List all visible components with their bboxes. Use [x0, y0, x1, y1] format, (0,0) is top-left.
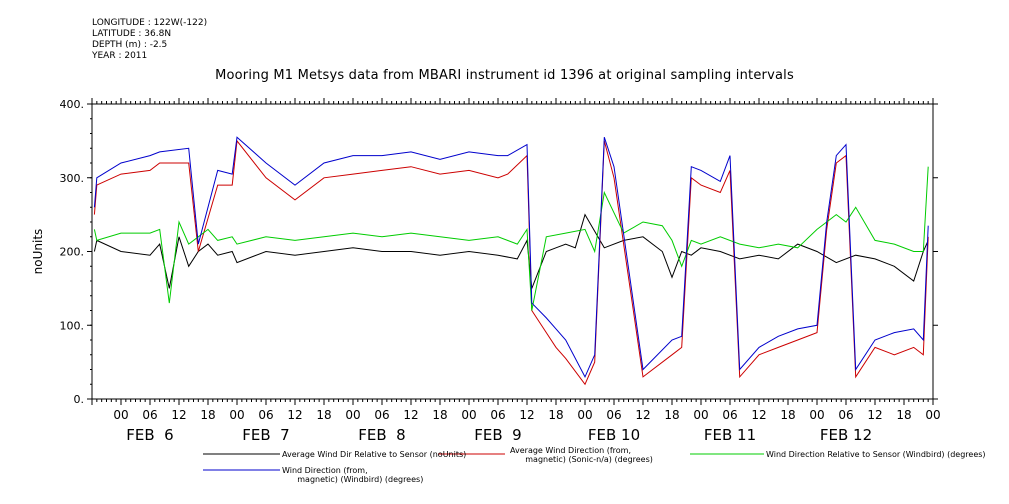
x-day-label: FEB 9: [474, 426, 521, 444]
y-axis-label: noUnits: [31, 229, 45, 275]
x-hour-label: 06: [838, 408, 853, 422]
longitude-label: LONGITUDE : 122W(-122): [92, 18, 208, 28]
x-hour-label: 00: [461, 408, 476, 422]
y-tick-label: 100.: [60, 319, 85, 332]
x-hour-label: 18: [200, 408, 215, 422]
x-hour-label: 12: [171, 408, 186, 422]
x-hour-label: 06: [606, 408, 621, 422]
plot-frame: [91, 103, 934, 400]
x-day-label: FEB 12: [820, 426, 872, 444]
x-day-label: FEB 11: [704, 426, 756, 444]
x-hour-label: 18: [896, 408, 911, 422]
x-hour-label: 18: [664, 408, 679, 422]
y-tick-label: 400.: [60, 98, 85, 111]
x-hour-label: 00: [113, 408, 128, 422]
latitude-label: LATITUDE : 36.8N: [92, 29, 172, 39]
chart-title: Mooring M1 Metsys data from MBARI instru…: [215, 68, 794, 83]
x-hour-label: 12: [635, 408, 650, 422]
x-day-label: FEB 8: [358, 426, 405, 444]
legend-label-avg-wind-direction-sonic: Average Wind Direction (from, magnetic) …: [510, 446, 653, 464]
y-tick-label: 200.: [60, 246, 85, 259]
y-tick-label: 0.: [74, 393, 85, 406]
legend-label-wind-dir-windbird-sensor: Wind Direction Relative to Sensor (Windb…: [766, 450, 986, 459]
series-line-3: [93, 166, 929, 311]
series-line-2: [93, 139, 929, 386]
x-hour-label: 00: [693, 408, 708, 422]
x-hour-label: 00: [577, 408, 592, 422]
x-hour-label: 00: [925, 408, 940, 422]
series-line-1: [93, 213, 929, 289]
x-hour-label: 06: [258, 408, 273, 422]
x-hour-label: 00: [229, 408, 244, 422]
series-line-4: [93, 136, 929, 379]
x-hour-label: 06: [490, 408, 505, 422]
x-day-label: FEB 10: [588, 426, 640, 444]
x-hour-label: 06: [722, 408, 737, 422]
x-hour-label: 06: [374, 408, 389, 422]
legend-label-avg-wind-dir-sensor: Average Wind Dir Relative to Sensor (noU…: [282, 450, 467, 459]
depth-label: DEPTH (m) : -2.5: [92, 40, 168, 50]
x-hour-label: 18: [780, 408, 795, 422]
x-hour-label: 18: [432, 408, 447, 422]
x-hour-label: 12: [867, 408, 882, 422]
x-hour-label: 18: [548, 408, 563, 422]
x-day-label: FEB 7: [242, 426, 289, 444]
x-day-label: FEB 6: [126, 426, 173, 444]
x-hour-label: 12: [403, 408, 418, 422]
x-hour-label: 00: [809, 408, 824, 422]
y-tick-label: 300.: [60, 172, 85, 185]
year-label: YEAR : 2011: [92, 51, 148, 61]
x-hour-label: 00: [345, 408, 360, 422]
x-hour-label: 18: [316, 408, 331, 422]
legend-label-wind-direction-windbird: Wind Direction (from, magnetic) (Windbir…: [282, 466, 424, 484]
x-hour-label: 12: [519, 408, 534, 422]
x-hour-label: 12: [287, 408, 302, 422]
x-hour-label: 06: [142, 408, 157, 422]
x-hour-label: 12: [751, 408, 766, 422]
